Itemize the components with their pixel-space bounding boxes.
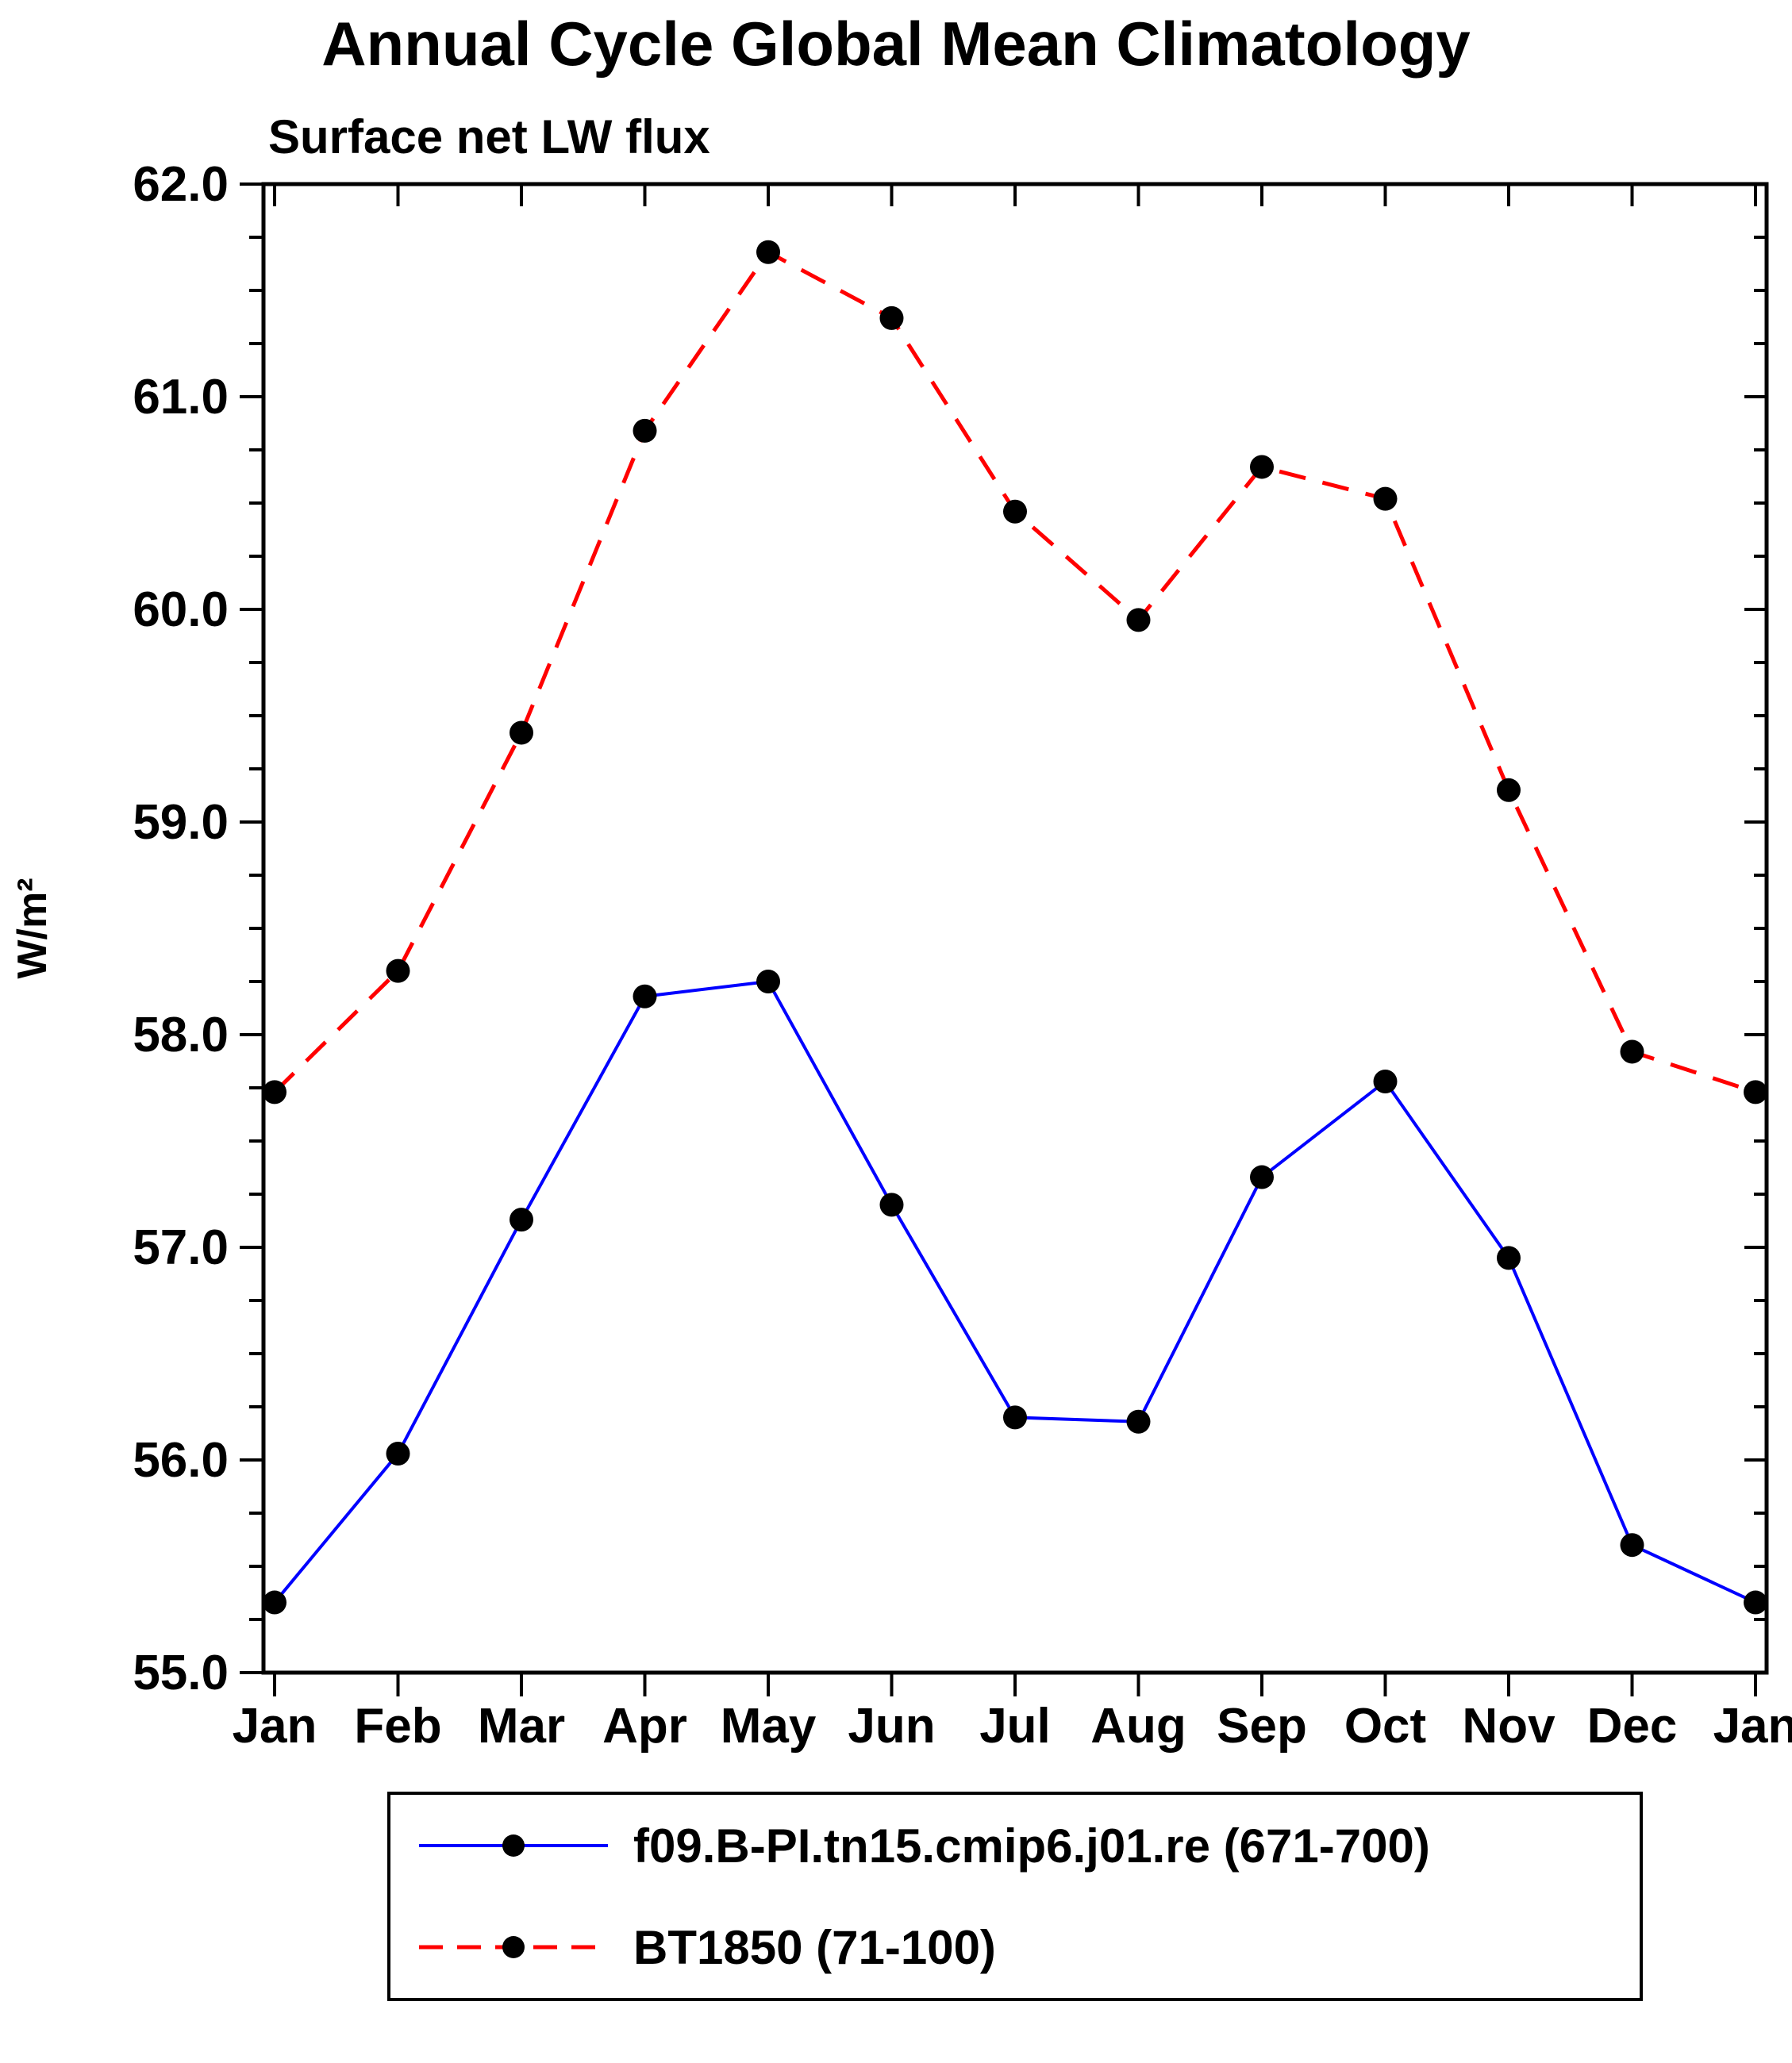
data-point-marker-series-0	[1497, 1246, 1521, 1270]
x-axis-tick-label: Jul	[979, 1699, 1051, 1754]
y-axis-tick-label: 62.0	[133, 157, 229, 212]
data-point-marker-series-1	[756, 240, 780, 264]
data-point-marker-series-0	[510, 1208, 533, 1232]
data-point-marker-series-0	[1620, 1533, 1644, 1558]
x-axis-tick-label: Feb	[354, 1699, 441, 1754]
y-axis-tick-label: 57.0	[133, 1220, 229, 1275]
plot-area: W/m² 55.0 56.0 57.0 58.0 59.0 60.0 61.0 62.0 Jan…	[10, 157, 1792, 1754]
x-axis-tick-label: Jun	[848, 1699, 935, 1754]
y-axis-tick-label: 59.0	[133, 795, 229, 850]
series-line-1	[273, 249, 1756, 1094]
data-point-marker-series-1	[1003, 499, 1027, 524]
data-point-marker-series-1	[879, 305, 904, 330]
data-point-marker-series-0	[1373, 1069, 1398, 1093]
data-point-marker-series-0	[1003, 1405, 1027, 1430]
y-axis-tick-label: 58.0	[133, 1008, 229, 1062]
x-axis-tick-label: Dec	[1587, 1699, 1678, 1754]
chart-title: Annual Cycle Global Mean Climatology	[321, 9, 1471, 79]
y-axis-tick-label: 55.0	[133, 1646, 229, 1700]
data-point-marker-series-1	[1744, 1080, 1767, 1104]
data-point-marker-series-1	[510, 720, 533, 745]
legend-label-0: f09.B-PI.tn15.cmip6.j01.re (671-700)	[633, 1819, 1430, 1873]
data-point-marker-series-1	[1373, 486, 1398, 511]
legend-line-sample-1	[419, 1936, 608, 1958]
data-point-marker-series-0	[633, 984, 657, 1008]
x-axis-tick-label: Apr	[602, 1699, 687, 1754]
data-point-marker-series-0	[1126, 1409, 1151, 1434]
data-point-marker-series-0	[386, 1441, 410, 1466]
legend-line-sample-0	[419, 1834, 608, 1857]
x-axis-tick-label: Jan	[233, 1699, 317, 1754]
x-axis-tick-label: May	[721, 1699, 817, 1754]
data-point-marker-series-1	[633, 418, 657, 443]
y-axis-tick-label: 61.0	[133, 370, 229, 425]
x-axis-tick-label: Aug	[1090, 1699, 1186, 1754]
legend-item-0: f09.B-PI.tn15.cmip6.j01.re (671-700)	[414, 1819, 1640, 1873]
legend: f09.B-PI.tn15.cmip6.j01.re (671-700) BT18…	[387, 1792, 1643, 2001]
data-point-marker-series-0	[756, 970, 780, 993]
legend-item-1: BT1850 (71-100)	[414, 1920, 1640, 1975]
data-point-marker-series-1	[1250, 455, 1274, 479]
data-point-marker-series-0	[263, 1590, 286, 1615]
x-axis-tick-label: Oct	[1344, 1699, 1426, 1754]
chart-subtitle: Surface net LW flux	[268, 110, 710, 163]
data-point-marker-series-1	[386, 959, 410, 983]
y-axis-tick-label: 60.0	[133, 582, 229, 637]
x-axis-tick-label: Mar	[478, 1699, 565, 1754]
x-axis-tick-label: Nov	[1462, 1699, 1556, 1754]
y-axis-tick-label: 56.0	[133, 1433, 229, 1488]
x-axis-tick-label: Jan	[1713, 1699, 1792, 1754]
legend-label-1: BT1850 (71-100)	[633, 1920, 996, 1974]
x-axis-tick-label: Sep	[1217, 1699, 1307, 1754]
data-point-marker-series-1	[1497, 778, 1521, 802]
plot-frame	[261, 182, 1769, 1675]
data-point-marker-series-0	[1744, 1590, 1767, 1615]
data-point-marker-series-0	[879, 1193, 904, 1217]
data-point-marker-series-1	[1126, 608, 1151, 632]
series-line-0	[273, 979, 1756, 1604]
y-axis-title: W/m²	[10, 878, 56, 978]
data-point-marker-series-1	[263, 1080, 286, 1104]
legend-sample-marker	[502, 1834, 525, 1857]
data-point-marker-series-0	[1250, 1165, 1274, 1189]
legend-sample-marker	[502, 1936, 525, 1958]
data-point-marker-series-1	[1620, 1039, 1644, 1064]
